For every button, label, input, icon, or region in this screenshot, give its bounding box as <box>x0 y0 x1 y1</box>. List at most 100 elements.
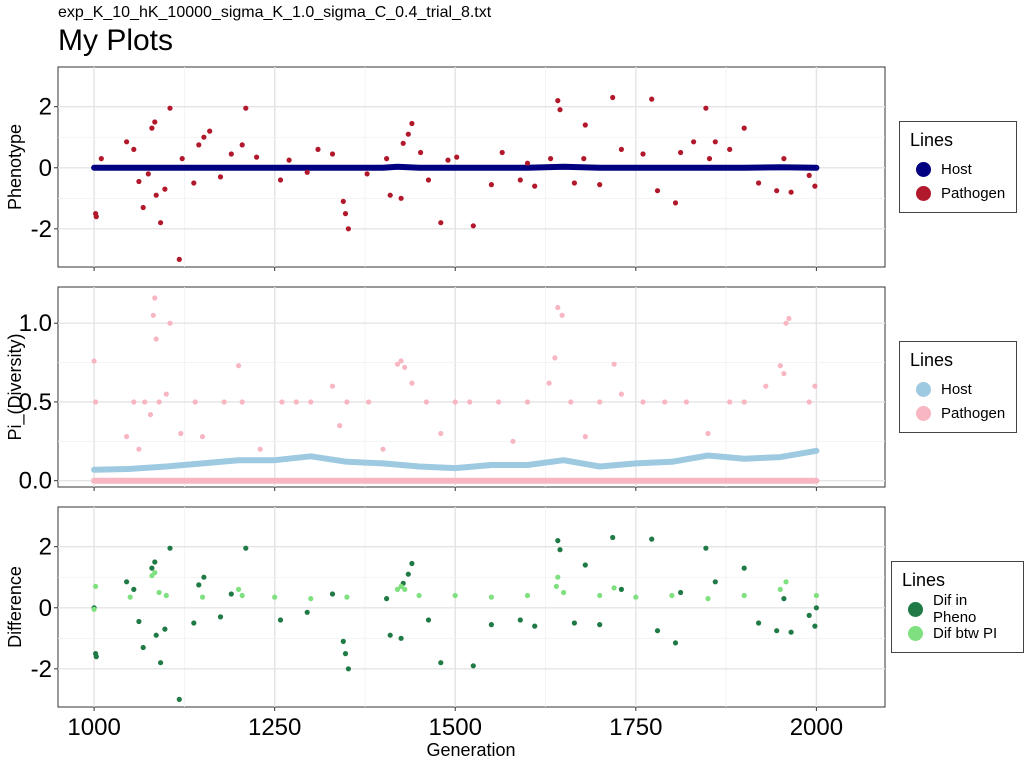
data-point-dif-btw-pi <box>488 594 494 600</box>
data-point-host <box>91 165 97 170</box>
data-point-pathogen <box>649 96 655 102</box>
data-point-dif-in-pheno <box>703 545 709 551</box>
data-point-host <box>561 164 566 169</box>
data-point-dif-btw-pi <box>633 594 639 600</box>
data-point-dif-btw-pi <box>553 583 560 590</box>
data-point-dif-in-pheno <box>342 651 349 657</box>
legend-label: Dif btw PI <box>933 624 998 642</box>
data-point-pathogen <box>131 399 137 405</box>
data-point-pathogen <box>191 180 197 186</box>
data-point-pathogen <box>405 131 411 137</box>
y-axis-label-diversity: Pi_(Diversity) <box>5 333 26 440</box>
data-point-pathogen <box>581 156 587 162</box>
data-point-pathogen <box>217 174 224 180</box>
data-point-dif-btw-pi <box>152 570 158 576</box>
data-point-dif-in-pheno <box>654 628 661 634</box>
legend-difference: Lines Dif in Pheno Dif btw PI <box>891 561 1024 653</box>
data-point-dif-in-pheno <box>217 614 224 620</box>
data-point-dif-btw-pi <box>741 592 747 599</box>
legend-key-pathogen <box>916 185 931 201</box>
legend-key-dif-in-pheno <box>908 601 923 617</box>
data-point-dif-in-pheno <box>438 660 444 666</box>
data-point-dif-in-pheno <box>398 635 404 641</box>
data-point-pathogen <box>345 226 351 232</box>
data-point-pathogen <box>344 399 350 405</box>
data-point-dif-btw-pi <box>783 579 789 585</box>
legend-label: Host <box>941 380 972 398</box>
x-tick-label: 1250 <box>248 714 301 741</box>
data-point-dif-in-pheno <box>201 574 207 580</box>
data-point-pathogen <box>727 399 733 405</box>
data-point-pathogen <box>304 169 310 175</box>
data-point-pathogen <box>610 94 616 101</box>
data-point-pathogen <box>438 220 444 226</box>
data-point-pathogen <box>806 172 812 178</box>
data-point-pathogen <box>524 399 531 405</box>
data-point-pathogen <box>384 156 390 162</box>
legend-label: Pathogen <box>941 404 1006 422</box>
data-point-pathogen <box>777 363 783 369</box>
data-point-pathogen <box>418 149 424 156</box>
data-point-pathogen <box>640 151 646 157</box>
data-point-dif-in-pheno <box>610 534 616 541</box>
x-tick-label: 1750 <box>609 714 662 741</box>
data-point-pathogen <box>445 157 451 163</box>
data-point-pathogen <box>470 223 476 229</box>
data-point-dif-in-pheno <box>756 620 762 626</box>
data-point-dif-btw-pi <box>199 594 206 600</box>
y-tick-label: -2 <box>31 656 52 683</box>
data-point-pathogen <box>705 430 711 437</box>
data-point-dif-btw-pi <box>156 589 162 596</box>
data-point-pathogen <box>124 434 130 440</box>
data-point-pathogen <box>691 139 697 145</box>
data-point-pathogen <box>552 355 558 361</box>
data-point-pathogen <box>786 315 792 322</box>
data-point-pathogen <box>774 188 780 194</box>
data-point-dif-in-pheno <box>277 617 284 623</box>
data-point-host <box>395 164 400 169</box>
data-point-pathogen <box>178 430 184 437</box>
legend-label: Host <box>941 160 972 178</box>
legend-item-pathogen: Pathogen <box>910 401 1006 425</box>
data-point-pathogen <box>167 105 173 111</box>
data-point-dif-in-pheno <box>571 620 578 626</box>
plot-title: My Plots <box>58 24 174 57</box>
data-point-pathogen <box>239 142 245 148</box>
data-point-pathogen <box>342 211 349 217</box>
data-point-dif-in-pheno <box>176 696 182 703</box>
data-point-dif-in-pheno <box>136 618 142 625</box>
data-point-host <box>308 165 313 170</box>
data-point-pathogen <box>683 399 690 405</box>
data-point-pathogen <box>425 177 432 183</box>
data-point-pathogen <box>136 178 142 185</box>
data-point-dif-in-pheno <box>557 547 563 553</box>
x-tick-label: 1500 <box>429 714 482 741</box>
data-point-dif-in-pheno <box>555 538 561 544</box>
data-point-pathogen <box>398 358 404 364</box>
data-point-pathogen <box>510 438 516 444</box>
data-point-dif-in-pheno <box>409 560 415 567</box>
data-point-pathogen <box>467 399 473 405</box>
data-point-pathogen <box>532 183 538 189</box>
data-point-dif-in-pheno <box>781 596 787 602</box>
data-point-pathogen <box>131 146 137 152</box>
data-point-dif-btw-pi <box>163 592 169 599</box>
data-point-pathogen <box>158 220 164 226</box>
y-axis-label-difference: Difference <box>5 566 25 648</box>
panel-difference <box>57 506 886 708</box>
data-point-pathogen <box>142 399 148 405</box>
data-point-pathogen <box>91 358 97 364</box>
data-point-host <box>742 165 747 170</box>
legend-item-dif-btw-pi: Dif btw PI <box>902 621 1013 645</box>
data-point-pathogen <box>153 336 159 342</box>
data-point-pathogen <box>741 125 747 131</box>
data-point-pathogen <box>555 98 561 104</box>
data-point-dif-in-pheno <box>517 617 523 623</box>
data-point-pathogen <box>756 180 762 186</box>
data-point-dif-in-pheno <box>152 559 158 565</box>
data-point-pathogen <box>254 154 260 160</box>
data-point-host <box>380 165 386 170</box>
legend-title: Lines <box>910 350 954 370</box>
y-tick-label: 0.5 <box>19 389 52 416</box>
data-point-pathogen <box>199 434 206 440</box>
